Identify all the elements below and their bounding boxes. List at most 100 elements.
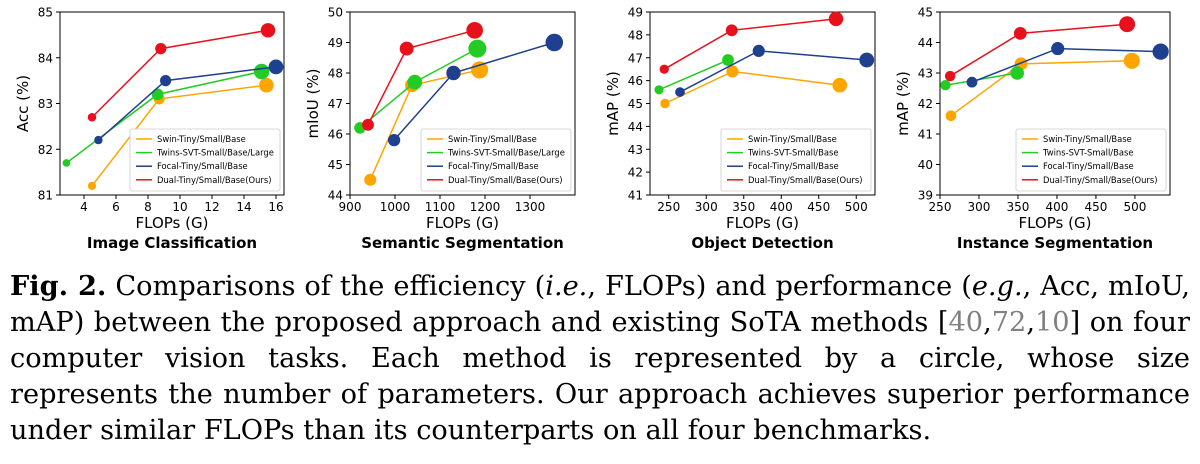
legend-label: Dual-Tiny/Small/Base(Ours)	[1043, 175, 1157, 185]
y-tick-label: 45	[328, 158, 343, 172]
y-axis-label: mAP (%)	[894, 71, 912, 136]
y-tick-label: 41	[918, 128, 933, 142]
chart-panel: 250 300 350 400 450 500 41 42 43 44 45 46 47 48 49 FLOP…	[604, 6, 876, 252]
y-tick-label: 40	[918, 158, 933, 172]
legend-label: Swin-Tiny/Small/Base	[157, 134, 246, 144]
data-point	[253, 63, 270, 80]
y-tick-label: 43	[628, 143, 643, 157]
y-tick-label: 42	[628, 166, 643, 180]
data-point	[1010, 66, 1024, 80]
caption-ref-link[interactable]: 72	[991, 307, 1027, 338]
x-tick-label: 450	[1084, 200, 1107, 214]
x-tick-label: 10	[172, 200, 187, 214]
chart-panel: 4 6 8 10 12 14 16 81 82 83 84 85 FLOPs (G) Acc (%) Ima…	[14, 6, 285, 252]
x-tick-label: 250	[657, 200, 680, 214]
chart-panel: 900 1000 1100 1200 1300 44 45 46 47 48 49 50 FLOPs (…	[304, 6, 576, 252]
legend-label: Twins-SVT-Small/Base/Large	[447, 148, 565, 158]
data-point	[62, 159, 71, 167]
data-point	[407, 74, 423, 90]
x-tick-label: 450	[807, 200, 830, 214]
y-tick-label: 49	[328, 36, 343, 50]
caption-ref-link[interactable]: 40	[948, 307, 984, 338]
data-point	[160, 75, 172, 87]
y-tick-label: 47	[328, 97, 343, 111]
y-tick-label: 46	[628, 74, 643, 88]
y-tick-label: 42	[918, 97, 933, 111]
y-tick-label: 39	[918, 189, 933, 203]
caption-text-2: , FLOPs) and performance (	[587, 271, 972, 302]
y-tick-label: 84	[38, 51, 53, 65]
chart-title: Instance Segmentation	[957, 234, 1153, 252]
caption-text-4: ] on four computer vision tasks. Each me…	[10, 307, 1190, 446]
data-point	[155, 42, 167, 55]
y-tick-label: 44	[918, 36, 933, 50]
data-point	[260, 23, 276, 38]
series-line	[658, 59, 729, 91]
legend-label: Swin-Tiny/Small/Base	[448, 134, 537, 144]
x-axis-label: FLOPs (G)	[136, 214, 209, 232]
x-tick-label: 1100	[425, 200, 456, 214]
x-tick-label: 500	[845, 200, 868, 214]
caption-ref-link[interactable]: 10	[1035, 307, 1070, 338]
x-tick-label: 350	[732, 200, 755, 214]
data-point	[752, 44, 765, 57]
y-tick-label: 43	[918, 67, 933, 81]
data-point	[94, 135, 103, 145]
chart-panel: 250 300 350 400 450 500 39 40 41 42 43 44 45 FLOPs (G…	[894, 6, 1171, 252]
data-point	[726, 65, 739, 78]
x-tick-label: 16	[268, 200, 283, 214]
x-tick-label: 1000	[380, 200, 411, 214]
caption-text-3: , Acc, mIoU, mAP) between the proposed a…	[10, 271, 1190, 338]
data-point	[466, 21, 483, 39]
x-tick-label: 500	[1123, 200, 1146, 214]
data-point	[660, 98, 670, 109]
x-tick-label: 350	[1007, 200, 1030, 214]
legend-label: Twins-SVT-Small/Base/Large	[156, 148, 274, 158]
data-point	[832, 77, 848, 93]
legend-label: Dual-Tiny/Small/Base(Ours)	[448, 175, 562, 185]
legend-box	[129, 128, 281, 192]
x-tick-label: 900	[339, 200, 362, 214]
y-tick-label: 44	[628, 120, 643, 134]
data-point	[399, 41, 414, 56]
data-point	[268, 59, 284, 75]
x-tick-label: 300	[968, 200, 991, 214]
x-tick-label: 14	[236, 200, 251, 214]
y-tick-label: 48	[328, 67, 343, 81]
data-point	[654, 85, 664, 95]
legend-label: Dual-Tiny/Small/Base(Ours)	[157, 175, 271, 185]
x-tick-label: 4	[80, 200, 88, 214]
data-point	[828, 11, 844, 27]
data-point	[446, 65, 461, 81]
caption-label: Fig. 2.	[10, 270, 107, 302]
caption-ref-sep: ,	[1026, 307, 1035, 338]
x-axis-label: FLOPs (G)	[1019, 214, 1092, 232]
legend-label: Dual-Tiny/Small/Base(Ours)	[748, 175, 862, 185]
y-tick-label: 49	[628, 6, 643, 20]
data-point	[675, 87, 685, 97]
caption-text-1: Comparisons of the efficiency (	[106, 271, 546, 302]
x-tick-label: 8	[144, 200, 152, 214]
y-tick-label: 41	[628, 189, 643, 203]
x-tick-label: 1200	[470, 200, 501, 214]
x-tick-label: 400	[770, 200, 793, 214]
x-axis-label: FLOPs (G)	[726, 214, 799, 232]
data-point	[859, 52, 875, 68]
data-point	[468, 39, 487, 58]
legend-label: Focal-Tiny/Small/Base	[448, 161, 539, 171]
data-point	[966, 76, 978, 88]
data-point	[545, 33, 564, 52]
y-tick-label: 46	[328, 128, 343, 142]
data-point	[362, 118, 374, 131]
x-tick-label: 250	[929, 200, 952, 214]
caption-eg: e.g.	[971, 271, 1023, 302]
caption-ref-sep: ,	[983, 307, 992, 338]
x-axis-label: FLOPs (G)	[426, 214, 499, 232]
data-point	[659, 64, 669, 74]
chart-title: Image Classification	[87, 234, 257, 252]
data-point	[151, 88, 164, 101]
data-point	[1152, 43, 1169, 60]
x-tick-label: 6	[112, 200, 120, 214]
chart-title: Semantic Segmentation	[361, 234, 564, 252]
